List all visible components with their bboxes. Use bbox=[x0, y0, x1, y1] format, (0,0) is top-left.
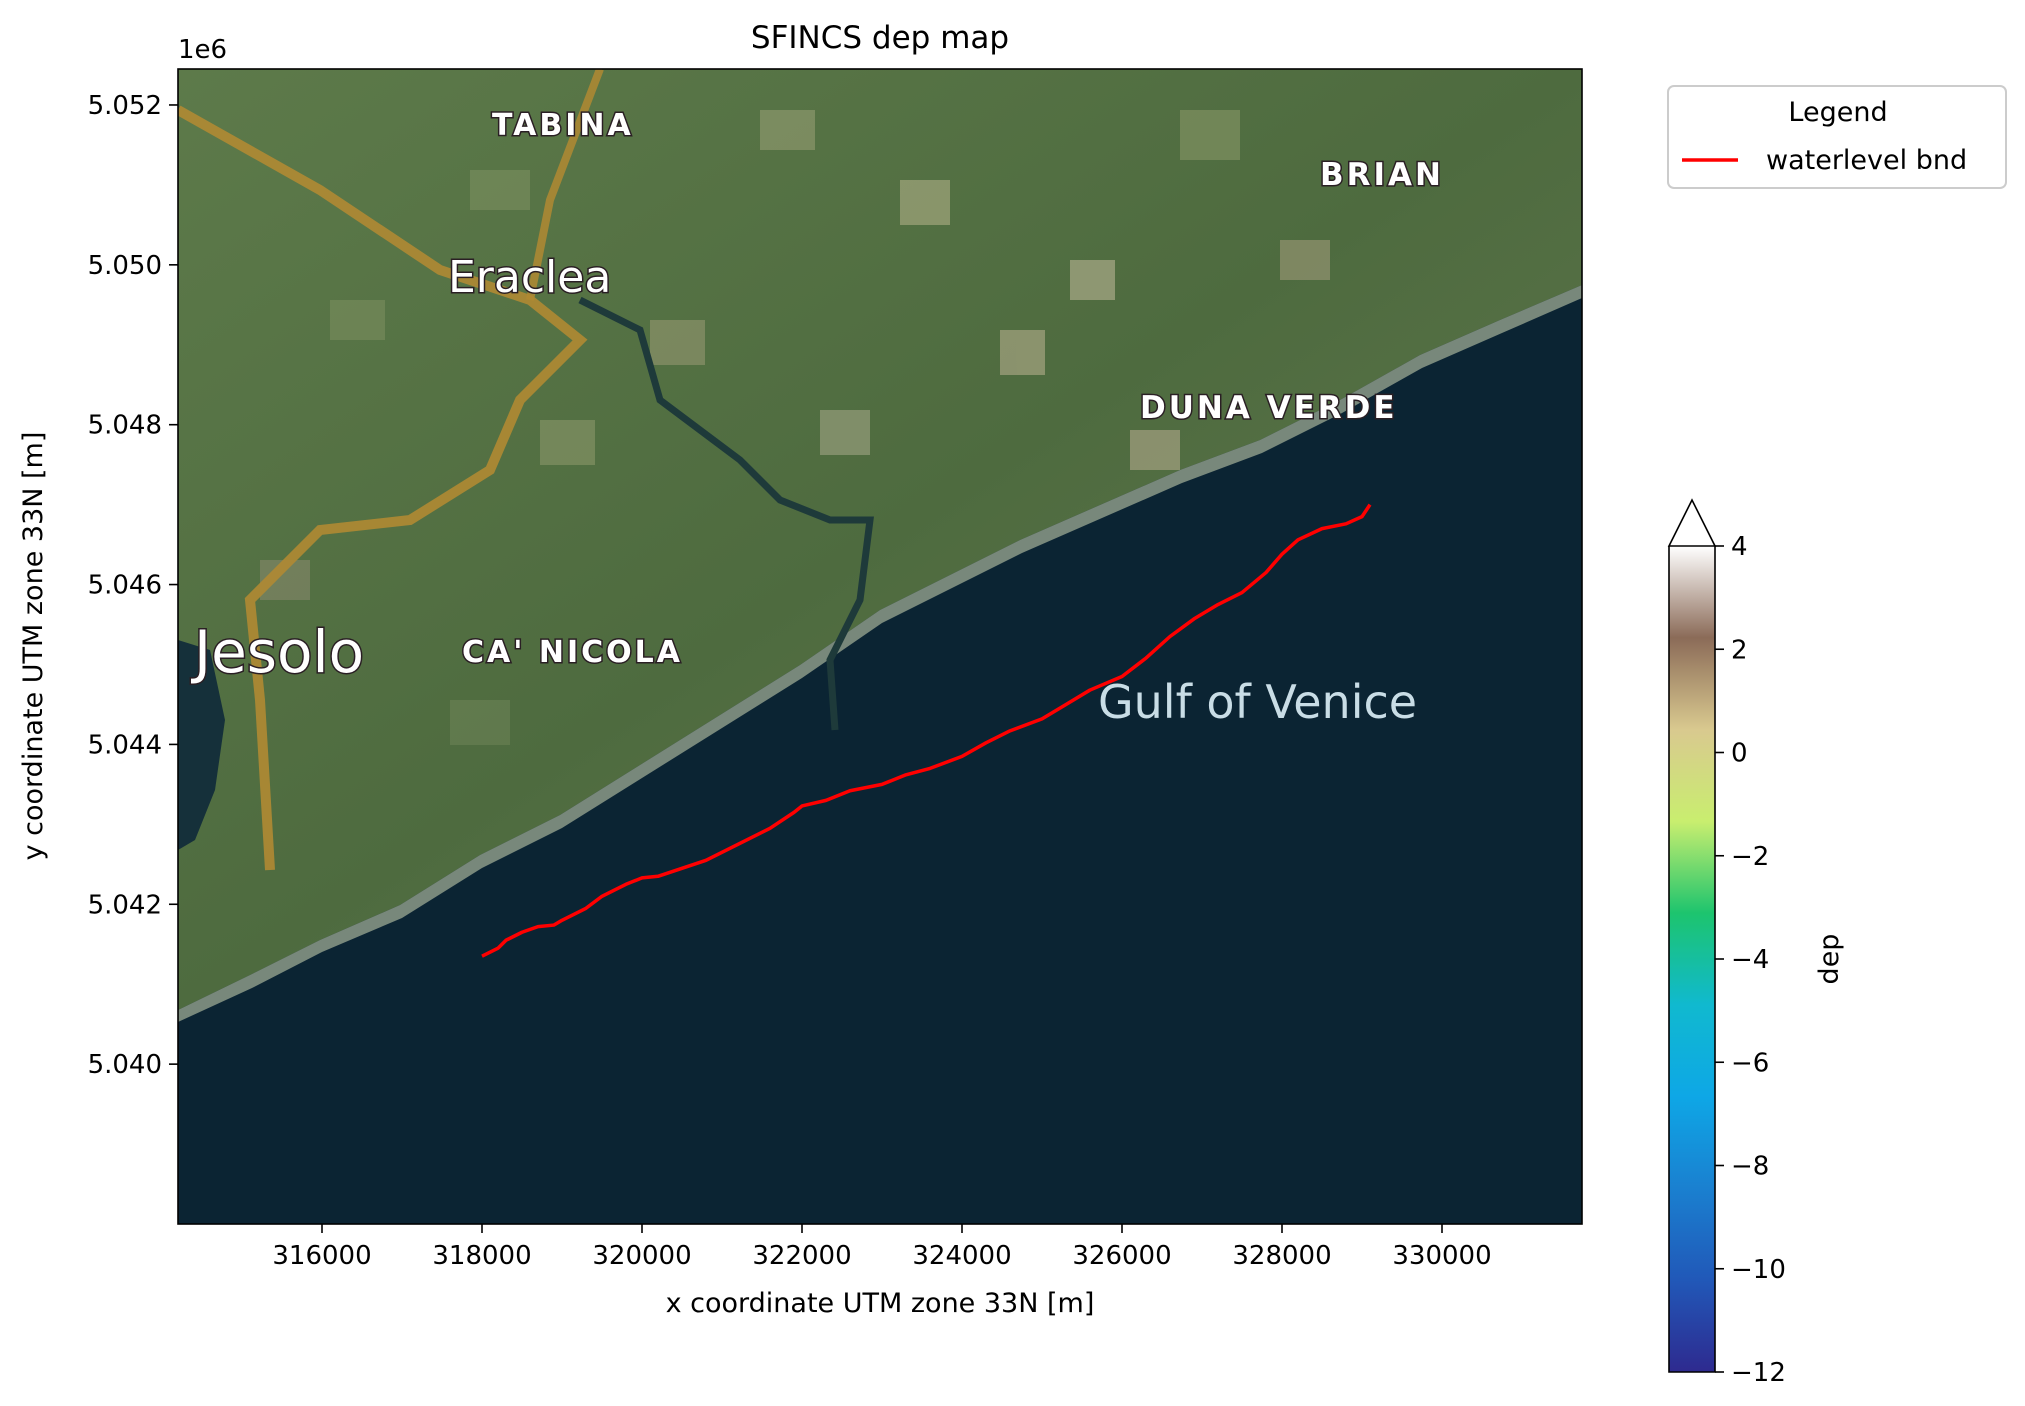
y-tick-label: 5.048 bbox=[88, 411, 162, 441]
colorbar-tick-label: −4 bbox=[1731, 945, 1769, 975]
y-offset-label: 1e6 bbox=[178, 35, 227, 65]
x-tick-label: 322000 bbox=[752, 1241, 851, 1271]
legend-entry: waterlevel bnd bbox=[1766, 145, 1967, 176]
map-label: TABINA bbox=[492, 108, 634, 143]
colorbar-tick-label: 2 bbox=[1731, 635, 1748, 665]
colorbar-tick-label: −12 bbox=[1731, 1358, 1786, 1388]
legend: Legend waterlevel bnd bbox=[1668, 86, 2006, 188]
x-tick-label: 324000 bbox=[912, 1241, 1011, 1271]
map-label: Eraclea bbox=[448, 252, 611, 303]
colorbar-label: dep bbox=[1814, 934, 1845, 985]
colorbar-tick-label: −8 bbox=[1731, 1152, 1769, 1182]
y-axis: 5.040 5.042 5.044 5.046 5.048 5.050 5.052 bbox=[88, 91, 178, 1080]
x-axis-label: x coordinate UTM zone 33N [m] bbox=[666, 1288, 1095, 1319]
map-label: BRIAN bbox=[1320, 157, 1444, 193]
x-tick-label: 330000 bbox=[1392, 1241, 1491, 1271]
y-tick-label: 5.046 bbox=[88, 571, 162, 601]
colorbar-tick-label: −2 bbox=[1731, 842, 1769, 872]
x-axis: 316000 318000 320000 322000 324000 326000 3280… bbox=[272, 1224, 1491, 1271]
colorbar: 4 2 0 −2 −4 −6 −8 −10 −12 dep bbox=[1669, 500, 1845, 1388]
y-tick-label: 5.052 bbox=[88, 91, 162, 121]
basemap bbox=[178, 69, 1582, 1224]
x-tick-label: 326000 bbox=[1072, 1241, 1171, 1271]
map-label: Gulf of Venice bbox=[1098, 675, 1417, 729]
y-tick-label: 5.050 bbox=[88, 251, 162, 281]
colorbar-ticks: 4 2 0 −2 −4 −6 −8 −10 −12 bbox=[1715, 532, 1786, 1388]
map-label: Jesolo bbox=[191, 618, 364, 686]
y-axis-label: y coordinate UTM zone 33N [m] bbox=[18, 432, 49, 861]
y-tick-label: 5.040 bbox=[88, 1050, 162, 1080]
map-label: CA' NICOLA bbox=[462, 635, 683, 670]
y-tick-label: 5.044 bbox=[88, 730, 162, 760]
colorbar-gradient bbox=[1669, 546, 1715, 1372]
colorbar-tick-label: −6 bbox=[1731, 1048, 1769, 1078]
colorbar-tick-label: 0 bbox=[1731, 739, 1748, 769]
colorbar-extend-max bbox=[1669, 500, 1715, 546]
x-tick-label: 328000 bbox=[1232, 1241, 1331, 1271]
y-tick-label: 5.042 bbox=[88, 890, 162, 920]
chart-title: SFINCS dep map bbox=[751, 20, 1009, 56]
colorbar-tick-label: −10 bbox=[1731, 1255, 1786, 1285]
colorbar-tick-label: 4 bbox=[1731, 532, 1748, 562]
x-tick-label: 318000 bbox=[432, 1241, 531, 1271]
x-tick-label: 316000 bbox=[272, 1241, 371, 1271]
legend-title: Legend bbox=[1788, 97, 1887, 128]
x-tick-label: 320000 bbox=[592, 1241, 691, 1271]
map-label: DUNA VERDE bbox=[1140, 390, 1398, 426]
